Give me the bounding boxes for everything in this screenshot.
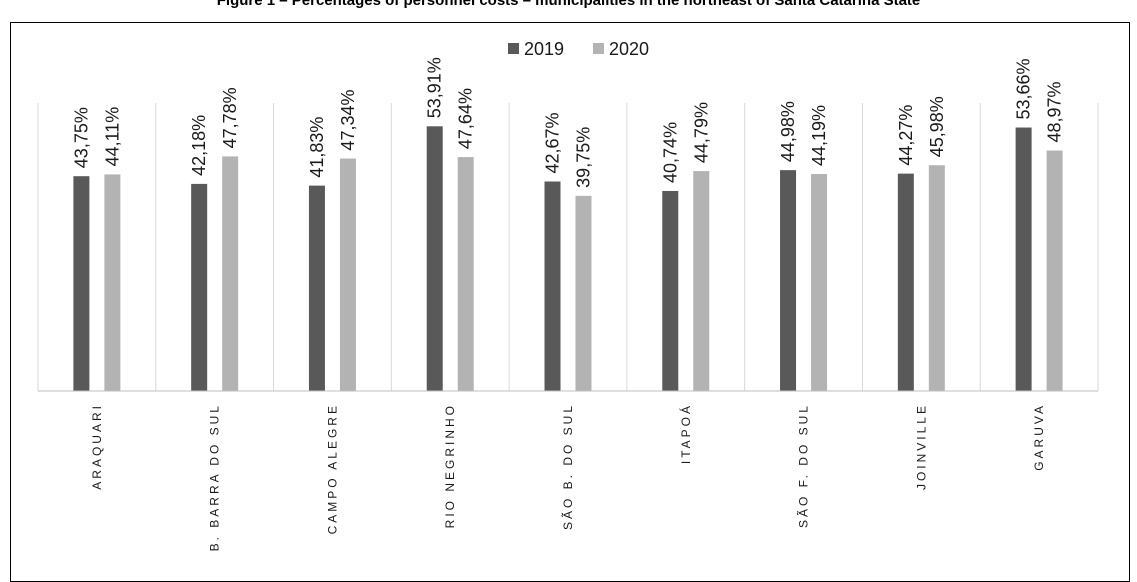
bar-2019-3	[308, 185, 325, 391]
data-label: 40,74%	[660, 122, 680, 183]
bar-2019-6	[662, 190, 679, 391]
data-label: 44,79%	[691, 102, 711, 163]
data-label: 43,75%	[71, 107, 91, 168]
data-label: 44,11%	[102, 107, 122, 167]
bar-2019-8	[897, 173, 914, 391]
category-label: SÃO B. DO SUL	[561, 403, 575, 530]
bar-2019-5	[544, 181, 561, 391]
data-label: 42,67%	[543, 112, 563, 173]
category-labels: ARAQUARI B. BARRA DO SUL CAMPO ALEGRE RIO N…	[90, 403, 1046, 551]
category-label: RIO NEGRINHO	[443, 403, 457, 528]
data-label: 44,98%	[778, 101, 798, 162]
bar-2020-2	[222, 156, 239, 391]
legend-label-2020: 2020	[609, 39, 649, 59]
data-label: 48,97%	[1045, 81, 1065, 142]
bar-2020-3	[339, 158, 356, 391]
legend: 2019 2020	[508, 39, 649, 59]
bar-2020-5	[575, 195, 592, 391]
category-label: GARUVA	[1032, 403, 1046, 471]
bar-2019-1	[73, 176, 90, 391]
bar-2019-9	[1015, 127, 1032, 391]
figure-title: Figure 1 – Percentages of personnel cost…	[216, 0, 921, 9]
bar-2019-2	[191, 183, 208, 391]
legend-label-2019: 2019	[524, 39, 564, 59]
category-label: CAMPO ALEGRE	[325, 403, 339, 534]
category-label: ITAPOÁ	[678, 403, 693, 464]
category-label: ARAQUARI	[90, 403, 104, 490]
data-label: 44,27%	[896, 105, 916, 166]
data-label: 45,98%	[927, 96, 947, 157]
bar-2020-7	[811, 174, 828, 391]
data-label: 47,64%	[456, 88, 476, 149]
bar-2019-7	[780, 170, 797, 391]
data-label: 53,91%	[425, 57, 445, 118]
legend-swatch-2019	[508, 43, 519, 54]
data-label: 39,75%	[574, 127, 594, 188]
category-label: SÃO F. DO SUL	[797, 403, 811, 528]
gridlines	[37, 103, 1099, 391]
category-label: B. BARRA DO SUL	[208, 403, 222, 551]
bar-2020-4	[457, 157, 474, 391]
bar-2020-8	[928, 165, 945, 391]
bar-2019-4	[426, 126, 443, 391]
data-label: 41,83%	[307, 117, 327, 178]
data-label: 42,18%	[189, 115, 209, 176]
bar-2020-6	[693, 171, 710, 391]
data-label: 47,34%	[338, 89, 358, 150]
legend-swatch-2020	[593, 43, 604, 54]
category-label: JOINVILLE	[914, 403, 928, 490]
data-label: 47,78%	[220, 87, 240, 148]
bars	[73, 126, 1063, 391]
bar-2020-1	[104, 174, 121, 391]
bar-2020-9	[1046, 150, 1063, 391]
data-labels: 43,75% 44,11% 42,18% 47,78% 41,83% 47,34% 53,9…	[71, 57, 1064, 188]
data-label: 44,19%	[809, 105, 829, 166]
data-label: 53,66%	[1014, 58, 1034, 119]
